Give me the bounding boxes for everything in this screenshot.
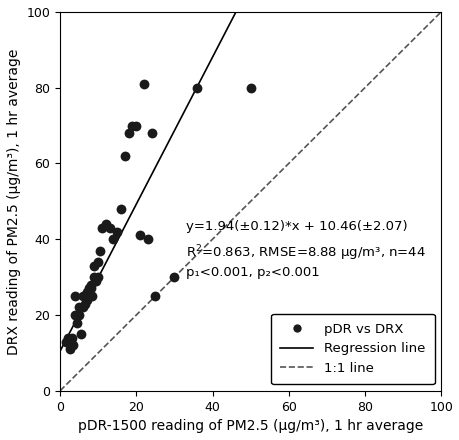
Point <box>72 293 79 300</box>
Y-axis label: DRX reading of PM2.5 (μg/m³), 1 hr average: DRX reading of PM2.5 (μg/m³), 1 hr avera… <box>7 48 21 355</box>
Point <box>77 330 84 337</box>
Text: y=1.94(±0.12)*x + 10.46(±2.07): y=1.94(±0.12)*x + 10.46(±2.07) <box>185 220 407 233</box>
Point <box>98 224 106 231</box>
Point <box>121 152 128 159</box>
Point <box>64 334 71 341</box>
Point <box>62 338 69 345</box>
Point <box>72 312 79 319</box>
Point <box>110 236 117 243</box>
Point <box>94 258 101 265</box>
Point <box>90 274 98 281</box>
Point <box>136 232 144 239</box>
Point <box>79 293 86 300</box>
Point <box>170 274 178 281</box>
Point <box>67 334 75 341</box>
Point <box>90 262 98 269</box>
Point <box>85 285 92 292</box>
Point <box>73 319 81 326</box>
X-axis label: pDR-1500 reading of PM2.5 (μg/m³), 1 hr average: pDR-1500 reading of PM2.5 (μg/m³), 1 hr … <box>78 419 422 433</box>
Point <box>117 205 124 213</box>
Point <box>147 130 155 137</box>
Point <box>193 84 201 91</box>
Point <box>92 277 100 284</box>
Point <box>106 224 113 231</box>
Point <box>83 296 90 303</box>
Point <box>113 228 121 235</box>
Text: p₁<0.001, p₂<0.001: p₁<0.001, p₂<0.001 <box>185 266 319 279</box>
Point <box>246 84 254 91</box>
Point <box>87 285 94 292</box>
Point <box>87 281 94 288</box>
Point <box>70 342 77 349</box>
Point <box>83 289 90 296</box>
Legend: pDR vs DRX, Regression line, 1:1 line: pDR vs DRX, Regression line, 1:1 line <box>270 314 434 384</box>
Point <box>132 122 140 129</box>
Point <box>66 345 73 352</box>
Point <box>94 274 101 281</box>
Point <box>129 122 136 129</box>
Point <box>102 220 109 227</box>
Point <box>96 247 104 254</box>
Point <box>144 236 151 243</box>
Point <box>79 304 86 311</box>
Point <box>140 81 147 88</box>
Point <box>75 304 83 311</box>
Point <box>151 293 159 300</box>
Point <box>81 300 88 307</box>
Point <box>75 312 83 319</box>
Point <box>89 293 96 300</box>
Text: R$^{2}$=0.863, RMSE=8.88 μg/m³, n=44: R$^{2}$=0.863, RMSE=8.88 μg/m³, n=44 <box>185 243 425 263</box>
Point <box>125 130 132 137</box>
